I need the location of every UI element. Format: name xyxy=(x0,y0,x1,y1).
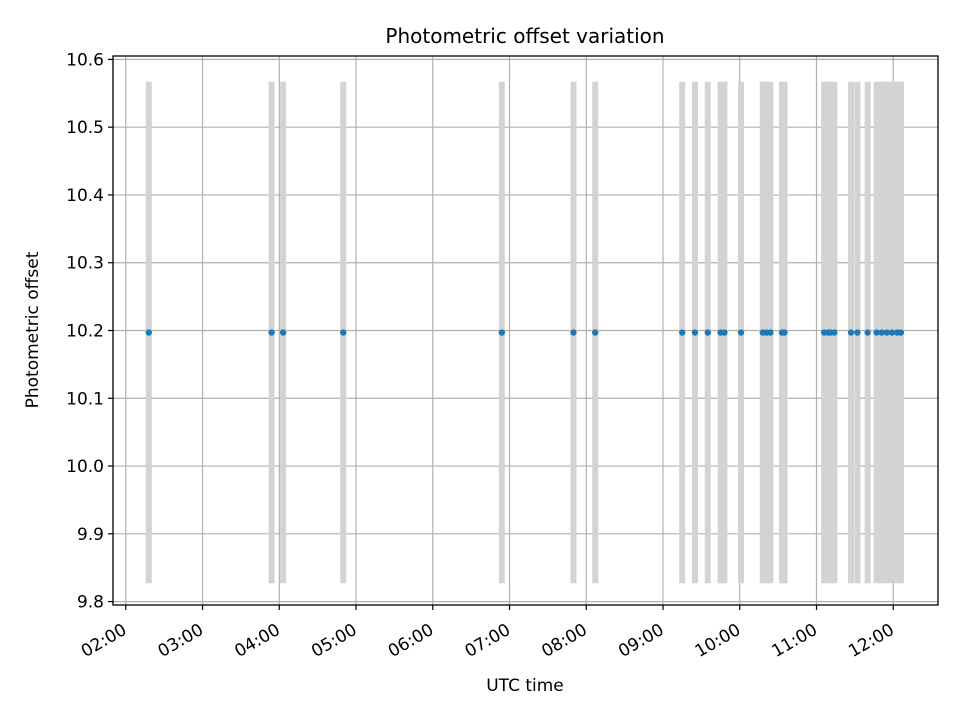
data-point xyxy=(592,329,599,336)
y-axis-label: Photometric offset xyxy=(23,251,43,408)
data-point xyxy=(498,329,506,336)
data-point xyxy=(883,329,891,336)
data-point xyxy=(888,329,896,336)
y-axis-ticks: 9.8 9.9 10.0 10.1 10.2 10.3 10.4 10.5 10.6 xyxy=(66,50,113,613)
y-tick-label: 10.4 xyxy=(66,186,104,206)
y-tick-label: 9.8 xyxy=(77,593,104,613)
data-point xyxy=(279,329,287,336)
data-point xyxy=(873,329,880,336)
data-points xyxy=(145,329,905,336)
data-point xyxy=(704,329,711,336)
chart-title: Photometric offset variation xyxy=(385,24,664,48)
data-point xyxy=(570,329,577,336)
data-point xyxy=(781,329,788,336)
data-point xyxy=(831,329,838,336)
y-tick-label: 10.0 xyxy=(66,457,104,477)
data-point xyxy=(854,329,861,336)
data-point xyxy=(268,329,275,336)
data-point xyxy=(691,329,699,336)
x-axis-label: UTC time xyxy=(486,676,564,696)
y-tick-label: 10.5 xyxy=(66,118,104,138)
data-point xyxy=(864,329,871,336)
y-tick-label: 10.3 xyxy=(66,254,104,274)
data-point xyxy=(897,329,905,336)
data-point xyxy=(737,329,745,336)
y-tick-label: 9.9 xyxy=(77,525,104,545)
y-tick-label: 10.1 xyxy=(66,389,104,409)
data-point xyxy=(847,329,855,336)
y-tick-label: 10.6 xyxy=(66,50,104,70)
data-point xyxy=(678,329,686,336)
data-point xyxy=(878,329,885,336)
y-tick-label: 10.2 xyxy=(66,322,104,342)
data-point xyxy=(767,329,774,336)
data-point xyxy=(721,329,728,336)
data-point xyxy=(340,329,347,336)
data-point xyxy=(145,329,153,336)
